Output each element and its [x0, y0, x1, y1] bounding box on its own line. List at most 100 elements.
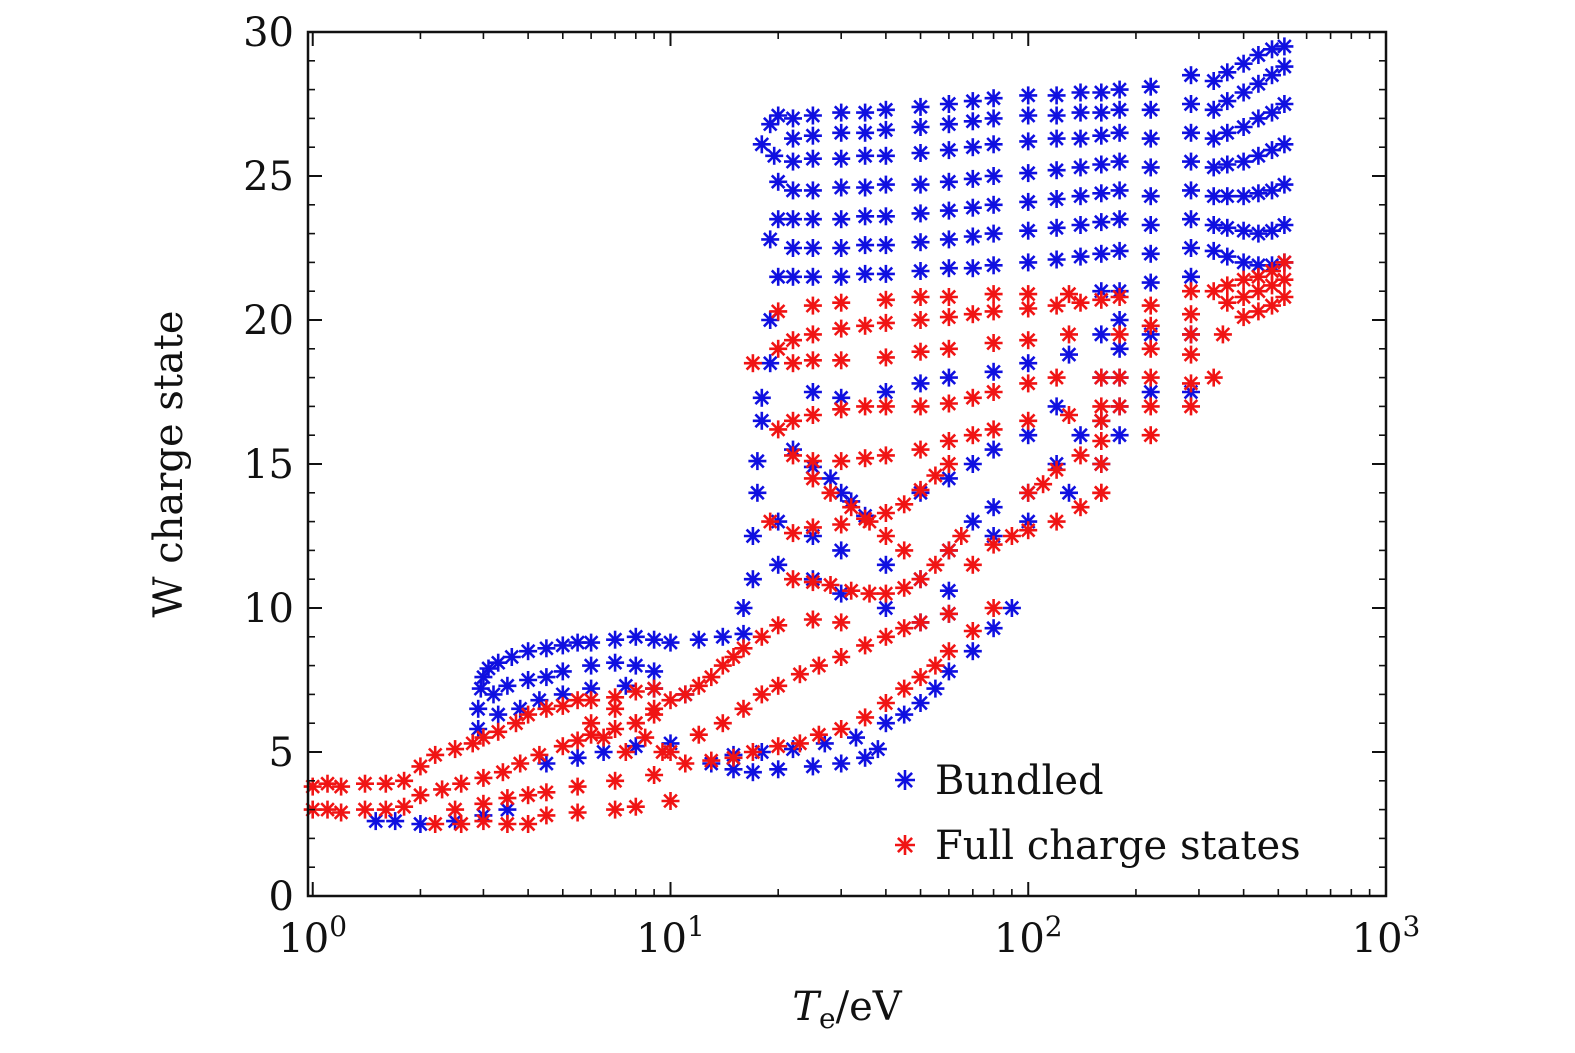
data-point [645, 766, 664, 784]
data-point [507, 714, 525, 733]
data-point [803, 325, 822, 344]
axis-ticks [308, 31, 1387, 897]
data-point [876, 446, 895, 465]
legend-marker-bundled [895, 770, 915, 790]
data-point [939, 95, 958, 113]
data-point [743, 570, 762, 589]
data-point [803, 406, 822, 424]
data-point [1019, 483, 1038, 502]
data-point [713, 656, 732, 675]
data-point [1141, 426, 1160, 445]
data-point [984, 619, 1003, 638]
data-point [1218, 276, 1237, 295]
data-point [984, 195, 1003, 214]
data-point [537, 806, 556, 825]
data-point [395, 797, 414, 816]
data-point [489, 653, 508, 672]
data-point [939, 642, 958, 661]
data-point [1110, 368, 1129, 387]
data-point [645, 630, 664, 649]
data-point [1234, 221, 1253, 240]
y-tick-label: 30 [243, 10, 294, 56]
y-tick-label: 25 [243, 154, 294, 200]
data-point [661, 792, 680, 810]
data-point [743, 763, 762, 782]
data-point [856, 103, 875, 122]
data-point [784, 570, 802, 589]
data-point [1110, 241, 1129, 260]
data-point [939, 581, 958, 600]
data-point [332, 777, 351, 796]
data-point [832, 123, 851, 142]
data-point [876, 627, 895, 646]
data-point [1234, 187, 1253, 206]
data-point [963, 112, 982, 131]
data-point [803, 267, 822, 286]
data-point [911, 480, 930, 499]
data-point [963, 512, 982, 531]
data-point [784, 446, 802, 465]
data-point [474, 794, 493, 813]
legend-star [895, 770, 915, 790]
data-point [832, 648, 851, 666]
data-point [743, 527, 762, 545]
data-point [1204, 129, 1223, 148]
data-point [1275, 253, 1294, 272]
data-point [911, 288, 930, 306]
data-point [876, 313, 895, 332]
y-tick-label: 10 [243, 586, 294, 632]
data-point [821, 576, 840, 594]
data-point [984, 224, 1003, 243]
data-point [1141, 244, 1160, 263]
data-point [784, 354, 802, 373]
data-point [519, 642, 538, 661]
data-point [832, 584, 851, 603]
data-point [868, 740, 887, 759]
data-point [856, 236, 875, 255]
data-point [426, 815, 445, 833]
data-point [1019, 521, 1038, 540]
data-point [1019, 299, 1038, 318]
data-point [582, 714, 601, 733]
x-tick-label: 103 [1352, 910, 1421, 962]
data-point [1047, 397, 1066, 416]
data-point [474, 768, 493, 787]
data-point [489, 722, 508, 741]
data-point [784, 152, 802, 171]
data-point [1071, 216, 1090, 234]
data-point [769, 172, 788, 191]
data-point [1141, 158, 1160, 177]
y-tick-label: 15 [243, 442, 294, 488]
data-point [498, 789, 517, 808]
data-point [963, 388, 982, 407]
data-point [376, 774, 395, 793]
data-point [1141, 316, 1160, 335]
data-point [856, 316, 875, 335]
data-point [1249, 109, 1268, 128]
x-axis-label-sub: e [819, 1002, 836, 1035]
data-point [1204, 241, 1223, 260]
data-point [784, 524, 802, 543]
data-point [963, 642, 982, 661]
data-point [860, 584, 879, 603]
data-point [769, 106, 788, 125]
data-point [1182, 210, 1200, 229]
data-point [1060, 325, 1078, 344]
data-point [876, 100, 895, 119]
data-point [1275, 135, 1294, 154]
data-point [1110, 311, 1129, 329]
data-point [752, 685, 771, 704]
data-point [1213, 325, 1232, 344]
data-point [939, 259, 958, 278]
data-point [1182, 305, 1200, 324]
data-point [856, 123, 875, 142]
data-point [1092, 368, 1111, 387]
data-point [553, 696, 572, 715]
data-point [1141, 187, 1160, 206]
data-point [1002, 527, 1021, 545]
data-point [984, 535, 1003, 554]
data-point [790, 734, 809, 753]
data-point [689, 725, 708, 744]
data-point [626, 797, 645, 816]
data-point [1234, 308, 1253, 327]
